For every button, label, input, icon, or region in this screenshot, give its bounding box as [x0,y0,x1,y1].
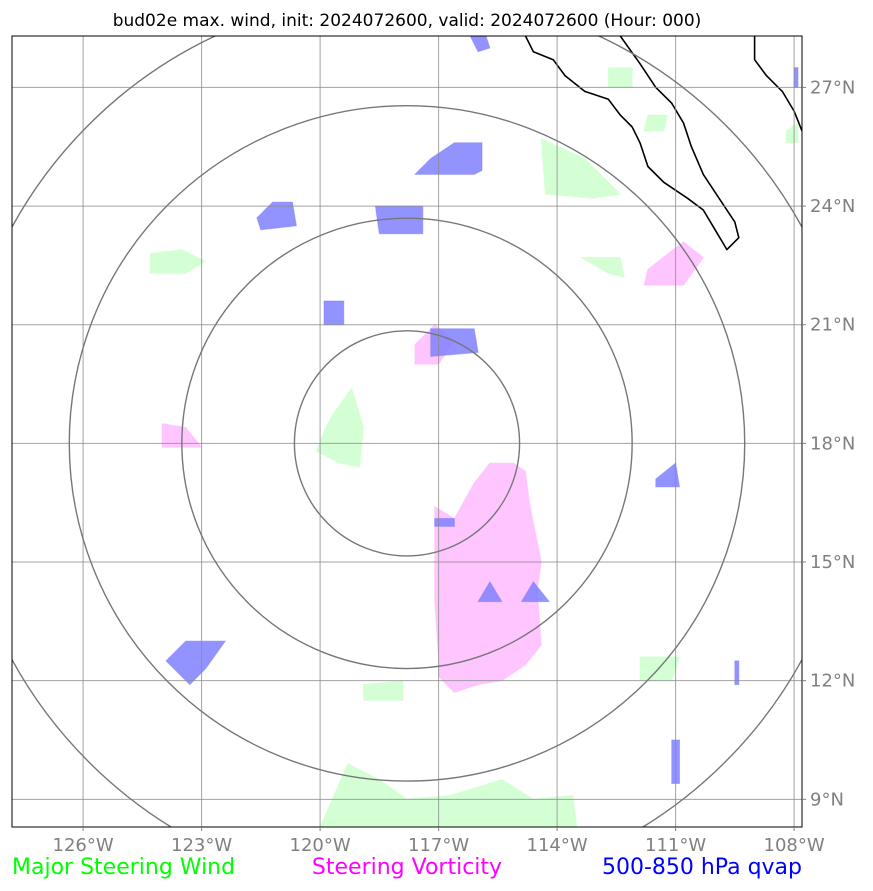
steering-wind-region [319,763,578,827]
lon-tick-label: 120°W [290,835,351,856]
qvap-region [165,640,227,686]
lat-tick-label: 15°N [810,552,855,573]
longitude-tick-labels: 126°W 123°W 120°W 117°W 114°W 111°W 108°W [53,827,825,856]
coastline [753,36,802,132]
range-ring [68,104,746,782]
steering-wind-region [607,67,633,88]
qvap-region [655,462,681,488]
lon-tick-label: 108°W [764,835,825,856]
qvap-region [323,300,345,326]
qvap-region [734,660,740,686]
lat-tick-label: 24°N [810,196,855,217]
steering-wind-region [315,386,365,468]
qvap-region [520,580,551,603]
lat-tick-label: 12°N [810,671,855,692]
lon-tick-label: 111°W [645,835,706,856]
steering-wind-layer [149,67,799,827]
steering-wind-region [578,257,625,278]
lat-tick-label: 18°N [810,433,855,454]
lon-tick-label: 126°W [53,835,114,856]
qvap-region [430,328,479,357]
range-ring [293,330,521,557]
lon-tick-label: 123°W [171,835,232,856]
qvap-region [793,67,799,88]
steering-wind-region [149,249,207,274]
coastline-layer [524,36,802,251]
legend-qvap: 500-850 hPa qvap [602,855,802,880]
lat-tick-label: 27°N [810,77,855,98]
qvap-region [256,201,297,231]
coastline [524,36,740,251]
latitude-tick-labels: 27°N 24°N 21°N 18°N 15°N 12°N 9°N [802,77,855,810]
steering-wind-region [363,680,404,701]
legend-steering-wind: Major Steering Wind [12,855,235,880]
lon-tick-label: 117°W [408,835,469,856]
lat-tick-label: 9°N [810,789,844,810]
steering-wind-region [540,137,622,199]
range-ring [181,217,633,670]
qvap-region [434,518,455,527]
chart-title: bud02e max. wind, init: 2024072600, vali… [113,11,702,31]
lon-tick-label: 114°W [527,835,588,856]
plot-frame [11,35,803,828]
gridlines [12,36,802,827]
qvap-region [469,36,491,53]
legend-steering-vorticity: Steering Vorticity [312,855,502,880]
qvap-region [413,142,483,175]
qvap-region [477,580,503,603]
steering-vorticity-region [643,241,704,286]
steering-wind-region [643,114,669,132]
lat-tick-label: 21°N [810,315,855,336]
qvap-layer [165,36,799,784]
